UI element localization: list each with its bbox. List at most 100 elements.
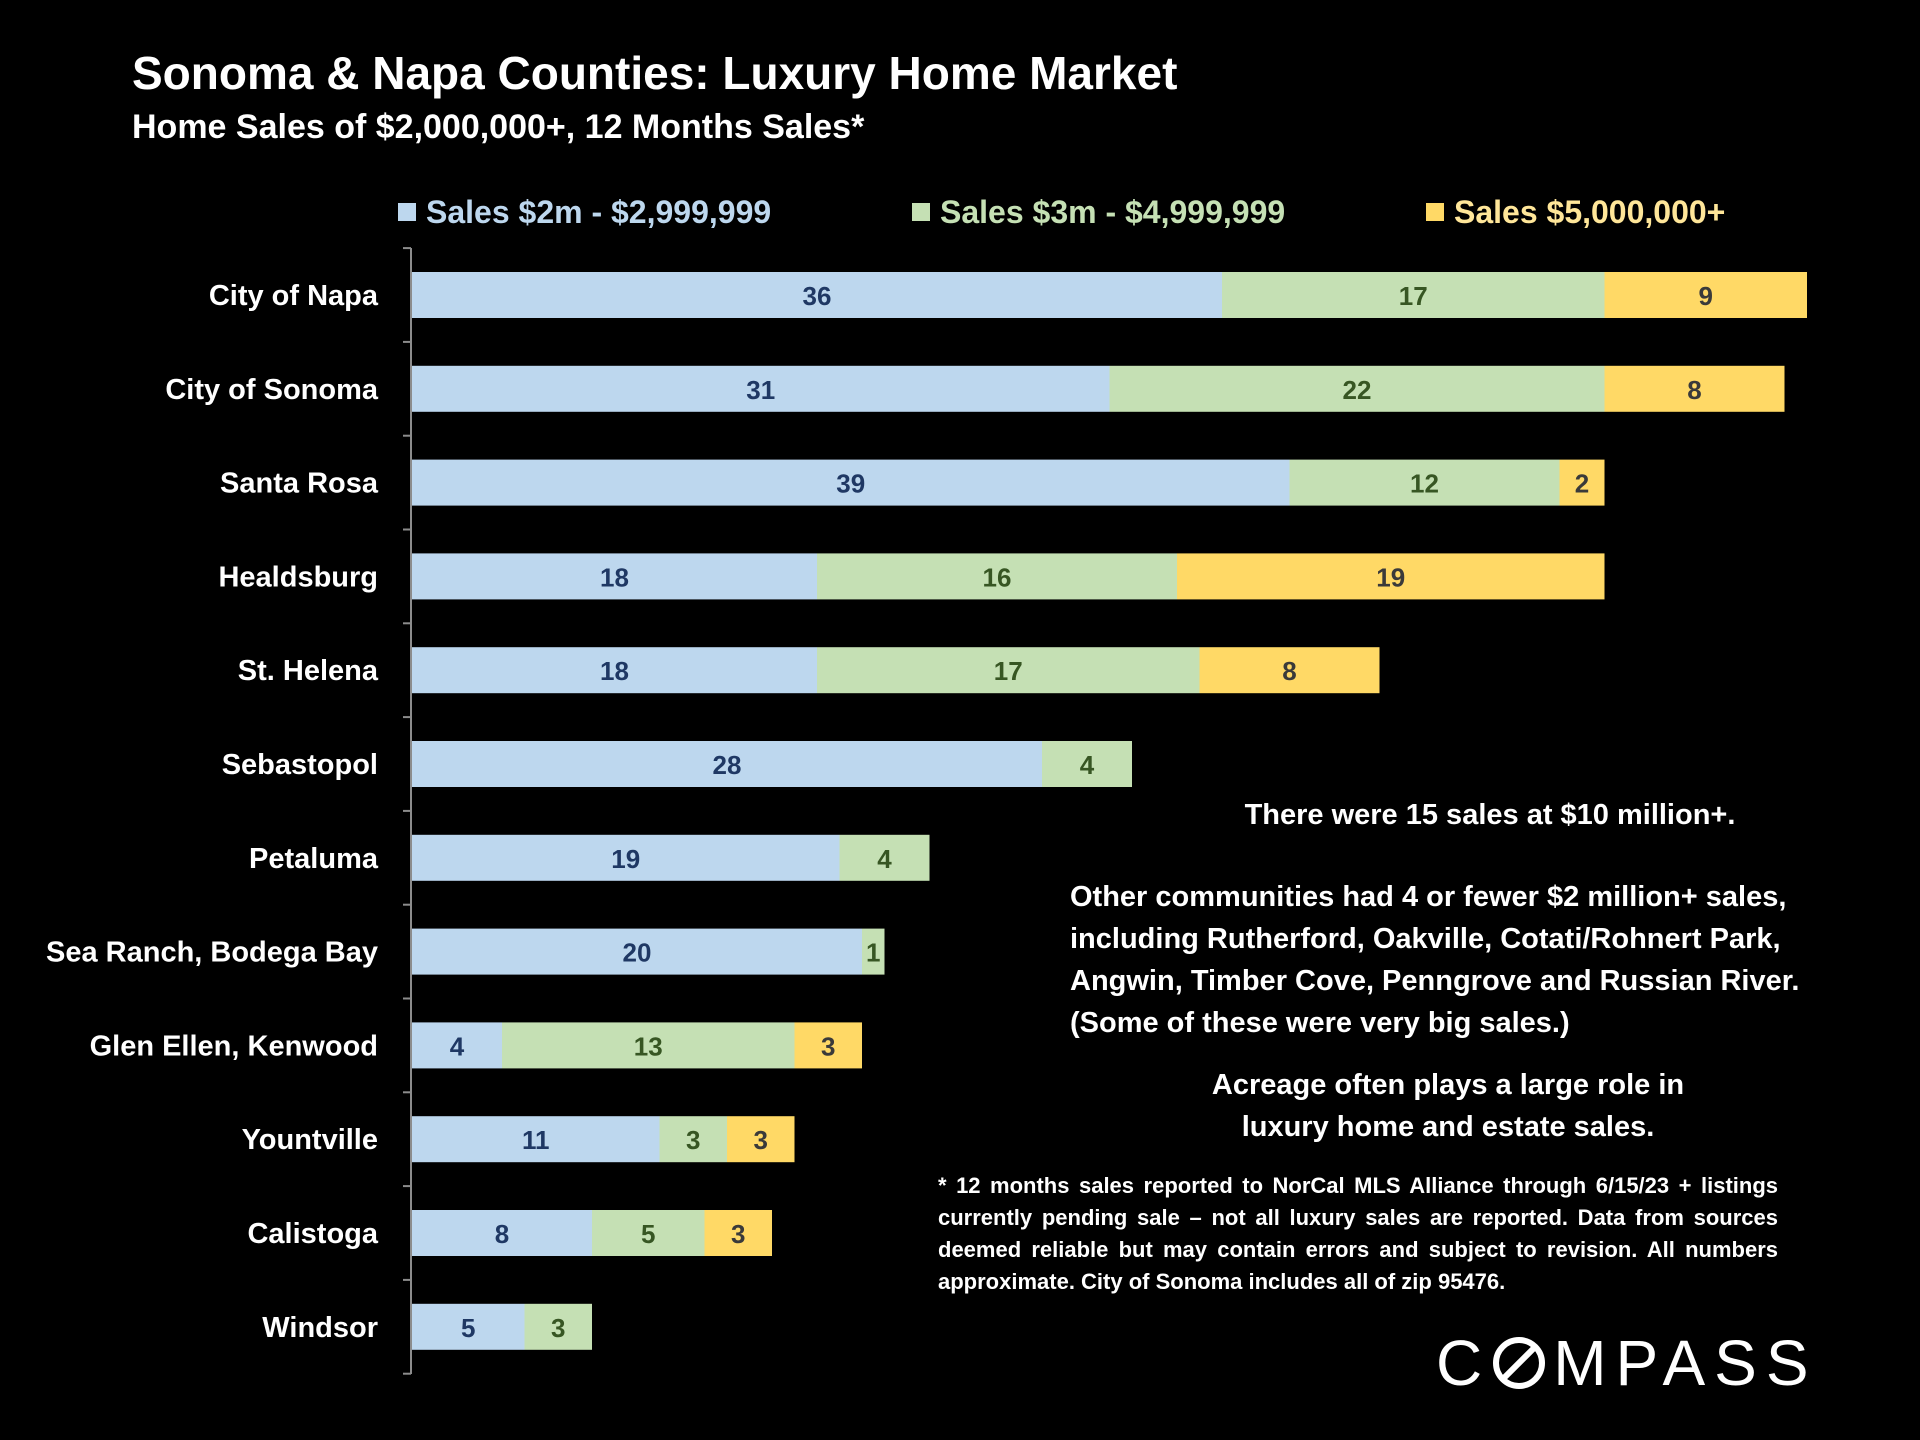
- data-label-sebastopol-series-2: 4: [1080, 750, 1095, 780]
- data-label-city-of-sonoma-series-3: 8: [1687, 375, 1701, 405]
- data-label-santa-rosa-series-1: 39: [836, 469, 865, 499]
- bar-st-helena-series-1: [412, 647, 817, 694]
- data-label-city-of-napa-series-1: 36: [803, 281, 832, 311]
- data-label-healdsburg-series-1: 18: [600, 562, 629, 592]
- category-label-sea-ranch-bodega-bay: Sea Ranch, Bodega Bay: [46, 937, 378, 969]
- data-label-city-of-sonoma-series-2: 22: [1343, 375, 1372, 405]
- bar-sea-ranch-bodega-bay-series-2: [862, 928, 885, 975]
- category-label-santa-rosa: Santa Rosa: [220, 468, 379, 500]
- bar-yountville-series-2: [659, 1116, 727, 1163]
- bar-city-of-sonoma-series-1: [412, 365, 1110, 412]
- note-other-communities: Other communities had 4 or fewer $2 mill…: [1070, 876, 1870, 1044]
- bar-petaluma-series-2: [839, 834, 930, 881]
- bar-calistoga-series-1: [412, 1210, 592, 1256]
- bar-st-helena-series-2: [817, 647, 1200, 694]
- legend-swatch-2m-3m: [398, 203, 416, 221]
- data-label-yountville-series-2: 3: [686, 1125, 700, 1155]
- data-label-healdsburg-series-3: 19: [1376, 562, 1405, 592]
- bar-city-of-sonoma-series-2: [1109, 365, 1605, 412]
- data-label-sea-ranch-bodega-bay-series-1: 20: [623, 938, 652, 968]
- footnote: * 12 months sales reported to NorCal MLS…: [938, 1173, 1778, 1294]
- bar-city-of-sonoma-series-3: [1604, 365, 1785, 412]
- data-label-santa-rosa-series-2: 12: [1410, 469, 1439, 499]
- legend-item-3m-5m: Sales $3m - $4,999,999: [912, 192, 1285, 232]
- data-label-santa-rosa-series-3: 2: [1575, 469, 1589, 499]
- category-label-healdsburg: Healdsburg: [218, 561, 378, 593]
- legend-label-3m-5m: Sales $3m - $4,999,999: [940, 193, 1286, 230]
- note-acreage-line-2: luxury home and estate sales.: [1241, 1111, 1655, 1143]
- data-label-windsor-series-2: 3: [551, 1313, 565, 1343]
- category-label-yountville: Yountville: [242, 1124, 378, 1156]
- category-label-city-of-sonoma: City of Sonoma: [165, 374, 379, 406]
- bar-st-helena-series-3: [1199, 647, 1380, 694]
- data-label-glen-ellen-kenwood-series-3: 3: [821, 1031, 835, 1061]
- bar-glen-ellen-kenwood-series-3: [794, 1022, 862, 1069]
- data-label-sebastopol-series-1: 28: [713, 750, 742, 780]
- note-other-line-4: (Some of these were very big sales.): [1070, 1007, 1570, 1039]
- category-label-city-of-napa: City of Napa: [209, 280, 379, 312]
- bar-glen-ellen-kenwood-series-1: [412, 1022, 502, 1069]
- data-label-city-of-napa-series-3: 9: [1699, 281, 1713, 311]
- note-acreage: Acreage often plays a large role in luxu…: [1048, 1064, 1848, 1148]
- legend-label-5m-plus: Sales $5,000,000+: [1454, 193, 1726, 230]
- bar-city-of-napa-series-3: [1604, 272, 1807, 318]
- bar-healdsburg-series-1: [412, 553, 817, 600]
- logo-text-end: MPASS: [1553, 1327, 1818, 1399]
- note-other-line-1: Other communities had 4 or fewer $2 mill…: [1070, 881, 1787, 913]
- bar-sebastopol-series-1: [412, 741, 1042, 787]
- compass-logo: C MPASS: [1436, 1326, 1818, 1400]
- data-label-calistoga-series-1: 8: [495, 1219, 509, 1249]
- note-other-line-3: Angwin, Timber Cove, Penngrove and Russi…: [1070, 965, 1800, 997]
- data-label-calistoga-series-2: 5: [641, 1219, 655, 1249]
- bar-sea-ranch-bodega-bay-series-1: [412, 928, 862, 975]
- data-label-st-helena-series-3: 8: [1282, 656, 1296, 686]
- bar-santa-rosa-series-2: [1289, 459, 1560, 506]
- data-label-petaluma-series-2: 4: [877, 844, 892, 874]
- bar-glen-ellen-kenwood-series-2: [502, 1022, 795, 1069]
- legend-item-5m-plus: Sales $5,000,000+: [1426, 192, 1725, 232]
- bar-calistoga-series-2: [592, 1210, 705, 1256]
- category-label-windsor: Windsor: [262, 1312, 378, 1344]
- logo-text-start: C: [1436, 1327, 1492, 1399]
- compass-o-icon: [1493, 1337, 1546, 1389]
- bar-yountville-series-3: [727, 1116, 795, 1163]
- legend-swatch-3m-5m: [912, 203, 930, 221]
- data-label-city-of-sonoma-series-1: 31: [746, 375, 775, 405]
- bar-yountville-series-1: [412, 1116, 660, 1163]
- bar-city-of-napa-series-2: [1222, 272, 1605, 318]
- note-acreage-line-1: Acreage often plays a large role in: [1211, 1069, 1685, 1101]
- bar-petaluma-series-1: [412, 834, 840, 881]
- note-other-line-2: including Rutherford, Oakville, Cotati/R…: [1070, 923, 1781, 955]
- bar-santa-rosa-series-3: [1559, 459, 1605, 506]
- bar-windsor-series-2: [524, 1303, 592, 1350]
- data-label-yountville-series-1: 11: [522, 1125, 550, 1155]
- data-label-calistoga-series-3: 3: [731, 1219, 745, 1249]
- data-label-st-helena-series-2: 17: [994, 656, 1023, 686]
- bar-santa-rosa-series-1: [412, 459, 1290, 506]
- category-label-st-helena: St. Helena: [238, 655, 379, 687]
- data-label-st-helena-series-1: 18: [600, 656, 629, 686]
- data-label-sea-ranch-bodega-bay-series-2: 1: [866, 938, 880, 968]
- note-ten-million: There were 15 sales at $10 million+.: [1244, 799, 1736, 831]
- data-label-petaluma-series-1: 19: [611, 844, 640, 874]
- legend-item-2m-3m: Sales $2m - $2,999,999: [398, 192, 771, 232]
- data-label-yountville-series-3: 3: [754, 1125, 768, 1155]
- legend-swatch-5m-plus: [1426, 203, 1444, 221]
- bar-windsor-series-1: [412, 1303, 525, 1350]
- bar-calistoga-series-3: [704, 1210, 772, 1256]
- bar-healdsburg-series-2: [817, 553, 1177, 600]
- bar-healdsburg-series-3: [1177, 553, 1605, 600]
- bar-city-of-napa-series-1: [412, 272, 1222, 318]
- chart-title: Sonoma & Napa Counties: Luxury Home Mark…: [132, 47, 1178, 99]
- bar-sebastopol-series-2: [1042, 741, 1132, 787]
- data-label-glen-ellen-kenwood-series-1: 4: [450, 1031, 465, 1061]
- category-label-calistoga: Calistoga: [247, 1218, 378, 1250]
- data-label-healdsburg-series-2: 16: [983, 562, 1012, 592]
- category-label-glen-ellen-kenwood: Glen Ellen, Kenwood: [90, 1030, 378, 1062]
- data-label-city-of-napa-series-2: 17: [1399, 281, 1428, 311]
- chart-subtitle: Home Sales of $2,000,000+, 12 Months Sal…: [132, 108, 865, 146]
- data-label-windsor-series-1: 5: [461, 1313, 475, 1343]
- legend-label-2m-3m: Sales $2m - $2,999,999: [426, 193, 772, 230]
- data-label-glen-ellen-kenwood-series-2: 13: [634, 1031, 663, 1061]
